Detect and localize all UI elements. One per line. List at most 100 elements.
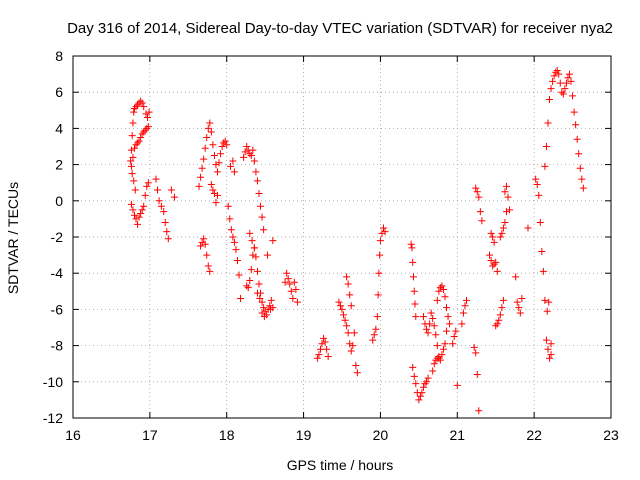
data-point xyxy=(135,213,143,221)
data-point xyxy=(260,226,268,234)
data-point xyxy=(498,229,506,237)
data-point xyxy=(243,282,251,290)
y-tick-label: -2 xyxy=(51,229,64,245)
data-point xyxy=(145,108,153,116)
data-point xyxy=(132,141,140,149)
data-point xyxy=(252,253,260,261)
data-point xyxy=(541,162,549,170)
data-point xyxy=(565,70,573,78)
data-points xyxy=(127,66,587,415)
data-point xyxy=(235,271,243,279)
data-point xyxy=(570,108,578,116)
data-point xyxy=(516,309,524,317)
data-point xyxy=(130,211,138,219)
data-point xyxy=(430,360,438,368)
data-point xyxy=(419,313,427,321)
x-axis-label: GPS time / hours xyxy=(287,457,394,473)
data-point xyxy=(573,135,581,143)
data-point xyxy=(129,206,137,214)
data-point xyxy=(260,304,268,312)
data-point xyxy=(458,320,466,328)
data-point xyxy=(486,251,494,259)
data-point xyxy=(558,88,566,96)
data-point xyxy=(415,396,423,404)
data-point xyxy=(426,320,434,328)
data-point xyxy=(258,309,266,317)
data-point xyxy=(430,322,438,330)
data-point xyxy=(289,295,297,303)
data-point xyxy=(128,132,136,140)
data-point xyxy=(137,209,145,217)
data-point xyxy=(167,186,175,194)
y-axis-label: SDTVAR / TECUs xyxy=(5,182,21,294)
data-point xyxy=(515,304,523,312)
data-point xyxy=(204,124,212,132)
data-point xyxy=(157,202,165,210)
data-point xyxy=(346,340,354,348)
data-point xyxy=(502,182,510,190)
data-point xyxy=(318,340,326,348)
data-point xyxy=(416,392,424,400)
data-point xyxy=(429,314,437,322)
data-point xyxy=(346,291,354,299)
data-point xyxy=(463,296,471,304)
y-tick-label: -10 xyxy=(43,374,63,390)
data-point xyxy=(372,325,380,333)
data-point xyxy=(490,238,498,246)
data-point xyxy=(206,267,214,275)
data-point xyxy=(352,362,360,370)
data-point xyxy=(450,333,458,341)
data-point xyxy=(452,327,460,335)
data-point xyxy=(438,282,446,290)
data-point xyxy=(441,293,449,301)
data-point xyxy=(209,141,217,149)
data-point xyxy=(227,162,235,170)
data-point xyxy=(547,85,555,93)
data-point xyxy=(435,287,443,295)
data-point xyxy=(226,215,234,223)
data-point xyxy=(341,316,349,324)
data-point xyxy=(501,219,509,227)
data-point xyxy=(203,251,211,259)
data-point xyxy=(535,191,543,199)
data-point xyxy=(246,150,254,158)
data-point xyxy=(212,161,220,169)
data-point xyxy=(487,229,495,237)
data-point xyxy=(547,340,555,348)
data-point xyxy=(241,148,249,156)
data-point xyxy=(206,119,214,127)
data-point xyxy=(134,139,142,147)
data-point xyxy=(544,119,552,127)
data-point xyxy=(313,354,321,362)
data-point xyxy=(134,220,142,228)
data-point xyxy=(501,188,509,196)
x-tick-label: 21 xyxy=(449,427,465,443)
data-point xyxy=(421,380,429,388)
data-point xyxy=(200,155,208,163)
data-point xyxy=(524,224,532,232)
data-point xyxy=(411,300,419,308)
data-point xyxy=(542,143,550,150)
data-point xyxy=(207,128,215,136)
data-point xyxy=(576,164,584,172)
data-point xyxy=(141,191,149,199)
data-point xyxy=(201,144,209,152)
data-point xyxy=(250,157,258,165)
data-point xyxy=(127,146,135,154)
data-point xyxy=(409,258,417,266)
data-point xyxy=(286,280,294,288)
data-point xyxy=(572,121,580,129)
data-point xyxy=(230,168,238,176)
data-point xyxy=(412,313,420,321)
data-point xyxy=(449,340,457,348)
data-point xyxy=(144,114,152,122)
data-point xyxy=(129,153,137,161)
data-point xyxy=(246,276,254,284)
data-point xyxy=(541,296,549,304)
data-point xyxy=(292,285,300,293)
x-tick-label: 22 xyxy=(526,427,542,443)
data-point xyxy=(409,363,417,371)
data-point xyxy=(470,343,478,351)
data-point xyxy=(129,119,137,127)
